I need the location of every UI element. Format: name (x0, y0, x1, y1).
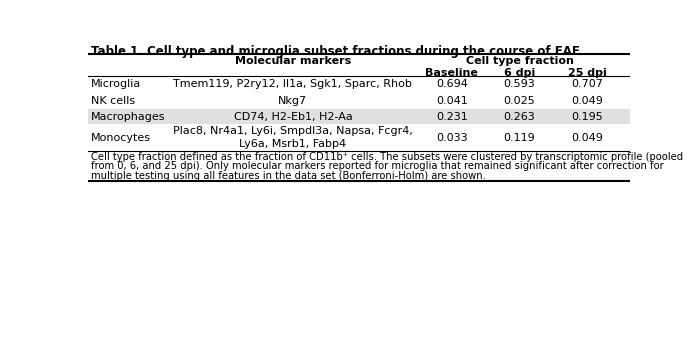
Text: multiple testing using all features in the data set (Bonferroni-Holm) are shown.: multiple testing using all features in t… (90, 171, 486, 181)
Text: 6 dpi: 6 dpi (503, 68, 535, 77)
Text: 0.707: 0.707 (571, 79, 603, 90)
Text: Macrophages: Macrophages (90, 112, 165, 122)
Text: 0.195: 0.195 (571, 112, 603, 122)
Text: Molecular markers: Molecular markers (234, 56, 351, 66)
Text: 0.593: 0.593 (503, 79, 535, 90)
Text: 0.049: 0.049 (571, 132, 603, 143)
Text: NK cells: NK cells (90, 96, 134, 105)
Text: 0.033: 0.033 (436, 132, 468, 143)
Text: 0.025: 0.025 (503, 96, 535, 105)
Text: 25 dpi: 25 dpi (568, 68, 607, 77)
Text: 0.041: 0.041 (436, 96, 468, 105)
Text: Plac8, Nr4a1, Ly6i, Smpdl3a, Napsa, Fcgr4,
Ly6a, Msrb1, Fabp4: Plac8, Nr4a1, Ly6i, Smpdl3a, Napsa, Fcgr… (173, 126, 413, 149)
Text: Microglia: Microglia (90, 79, 141, 90)
Text: 0.694: 0.694 (436, 79, 468, 90)
Text: 0.049: 0.049 (571, 96, 603, 105)
Text: 0.263: 0.263 (503, 112, 535, 122)
Text: Monocytes: Monocytes (90, 132, 150, 143)
Text: Table 1. Cell type and microglia subset fractions during the course of EAE: Table 1. Cell type and microglia subset … (90, 45, 580, 58)
Text: Baseline: Baseline (426, 68, 478, 77)
Text: Nkg7: Nkg7 (279, 96, 307, 105)
Text: 0.231: 0.231 (436, 112, 468, 122)
Text: Cell type fraction defined as the fraction of CD11b⁺ cells. The subsets were clu: Cell type fraction defined as the fracti… (90, 152, 682, 162)
Text: Cell type fraction: Cell type fraction (466, 56, 573, 66)
Text: CD74, H2-Eb1, H2-Aa: CD74, H2-Eb1, H2-Aa (234, 112, 352, 122)
Bar (88, 109, 630, 124)
Text: 0.119: 0.119 (503, 132, 535, 143)
Text: from 0, 6, and 25 dpi). Only molecular markers reported for microglia that remai: from 0, 6, and 25 dpi). Only molecular m… (90, 162, 664, 171)
Text: Tmem119, P2ry12, Il1a, Sgk1, Sparc, Rhob: Tmem119, P2ry12, Il1a, Sgk1, Sparc, Rhob (174, 79, 412, 90)
